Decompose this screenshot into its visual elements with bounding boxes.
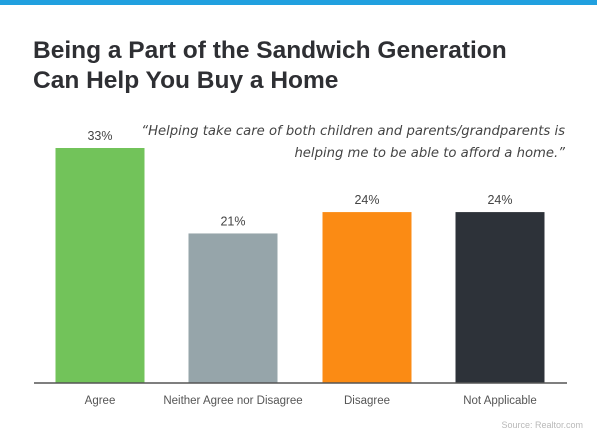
source-note: Source: Realtor.com <box>501 420 583 430</box>
bar-agree <box>55 148 145 383</box>
category-label: Neither Agree nor Disagree <box>163 395 302 407</box>
value-label: 24% <box>354 193 379 207</box>
category-label: Disagree <box>344 395 390 407</box>
bar-disagree <box>322 212 412 383</box>
bar-neither-agree-nor-disagree <box>188 233 278 383</box>
value-label: 24% <box>487 193 512 207</box>
category-labels-group: Agree Neither Agree nor Disagree Disagree N… <box>85 395 537 407</box>
survey-quote-line-1: “Helping take care of both children and … <box>141 124 565 139</box>
bars-group <box>55 148 545 383</box>
category-label: Not Applicable <box>463 395 537 407</box>
survey-quote: “Helping take care of both children and … <box>135 121 565 165</box>
value-label: 21% <box>220 214 245 228</box>
category-label: Agree <box>85 395 116 407</box>
value-labels-group: 33% 21% 24% 24% <box>87 129 512 228</box>
chart-title-line-1: Being a Part of the Sandwich Generation <box>33 37 507 64</box>
chart-title: Being a Part of the Sandwich Generation … <box>33 36 573 96</box>
value-label: 33% <box>87 129 112 143</box>
chart-title-line-2: Can Help You Buy a Home <box>33 67 339 94</box>
survey-quote-line-2: helping me to be able to afford a home.” <box>294 146 565 161</box>
bar-not-applicable <box>455 212 545 383</box>
top-accent-bar <box>0 0 597 5</box>
